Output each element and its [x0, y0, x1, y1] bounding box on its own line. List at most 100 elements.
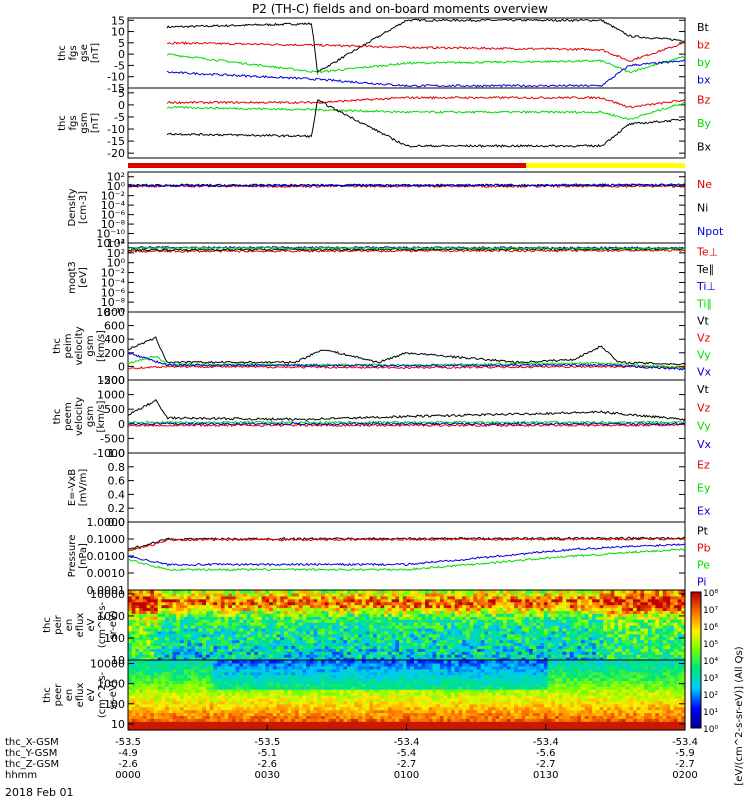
panel-peir: 10000100010010thcpeirenefluxeV(cm^2-s-sr…	[42, 588, 686, 667]
heatmap-cell	[425, 590, 429, 594]
heatmap-cell	[169, 660, 173, 664]
y-axis-label-line: peim	[63, 333, 74, 358]
heatmap-cell	[670, 590, 674, 594]
legend-entry: by	[697, 56, 711, 69]
heatmap-cell	[614, 590, 618, 594]
heatmap-cell	[265, 660, 269, 664]
y-axis-label-line: (cm^2-s-	[97, 601, 108, 648]
heatmap-cell	[217, 660, 221, 664]
heatmap-cell	[243, 660, 247, 664]
y-axis-label-line: thc	[57, 115, 68, 131]
heatmap-cell	[603, 590, 607, 594]
heatmap-cell	[236, 660, 240, 664]
heatmap-cell	[180, 590, 184, 594]
heatmap-cell	[262, 590, 266, 594]
series-Pb	[128, 538, 685, 551]
legend-entry: Npot	[697, 225, 724, 238]
y-tick-label: 0.8	[108, 461, 126, 474]
series-By	[167, 102, 685, 120]
legend-entry: Vt	[697, 383, 710, 396]
heatmap-cell	[518, 590, 522, 594]
heatmap-cell	[239, 590, 243, 594]
heatmap-cell	[470, 590, 474, 594]
series-Vt	[128, 400, 685, 421]
heatmap-cell	[336, 590, 340, 594]
heatmap-cell	[221, 660, 225, 664]
heatmap-cell	[258, 590, 262, 594]
heatmap-cell	[384, 590, 388, 594]
heatmap-cell	[158, 660, 162, 664]
heatmap-cell	[306, 590, 310, 594]
heatmap-cell	[191, 590, 195, 594]
heatmap-cell	[674, 590, 678, 594]
heatmap-cell	[273, 590, 277, 594]
heatmap-cell	[622, 590, 626, 594]
heatmap-cell	[540, 590, 544, 594]
heatmap-cell	[432, 590, 436, 594]
heatmap-cell	[510, 590, 514, 594]
legend-entry: Vt	[697, 315, 710, 328]
y-axis-label-line: sr-eV)	[108, 610, 119, 639]
series-by	[167, 54, 685, 74]
heatmap-cell	[592, 590, 596, 594]
heatmap-cell	[295, 590, 299, 594]
heatmap-cell	[655, 590, 659, 594]
heatmap-cell	[458, 590, 462, 594]
heatmap-cell	[247, 590, 251, 594]
heatmap-cell	[143, 660, 147, 664]
legend-entry: Vy	[697, 349, 711, 362]
page-title: P2 (TH-C) fields and on-board moments ov…	[252, 2, 548, 16]
heatmap-cell	[566, 590, 570, 594]
y-axis-label-line: fgs	[68, 115, 79, 130]
heatmap-cell	[611, 590, 615, 594]
y-tick-label: -20	[107, 147, 125, 160]
heatmap-cell	[310, 590, 314, 594]
heatmap-cell	[154, 590, 158, 594]
y-axis-label: thcpeimvelocitygsm[km/s]	[52, 326, 107, 365]
heatmap-cell	[280, 590, 284, 594]
y-axis-label-line: en	[64, 619, 75, 632]
heatmap-cell	[555, 590, 559, 594]
heatmap-cell	[173, 660, 177, 664]
heatmap-cell	[262, 660, 266, 664]
heatmap-cell	[228, 660, 232, 664]
legend-entry: Ne	[697, 178, 712, 191]
y-tick-label: 600	[104, 320, 125, 333]
legend-entry: Ex	[697, 505, 711, 518]
y-tick-label: 0.1000	[87, 533, 126, 546]
heatmap-cell	[202, 590, 206, 594]
legend-entry: Bx	[697, 140, 712, 153]
heatmap-cell	[291, 590, 295, 594]
heatmap-cell	[325, 590, 329, 594]
heatmap-cell	[187, 590, 191, 594]
heatmap-cell	[640, 590, 644, 594]
heatmap-cell	[332, 590, 336, 594]
heatmap-cell	[161, 660, 165, 664]
heatmap-cell	[232, 660, 236, 664]
heatmap-cell	[291, 660, 295, 664]
heatmap-cell	[288, 660, 292, 664]
y-axis-label-line: [eV]	[78, 267, 89, 288]
heatmap-cell	[648, 590, 652, 594]
heatmap-cell	[295, 660, 299, 664]
legend-entry: Bt	[697, 21, 710, 34]
y-axis-label-line: thc	[52, 338, 63, 354]
y-axis-label: E=-VxB[mV/m]	[67, 469, 89, 507]
y-tick-label: 0.6	[108, 475, 126, 488]
heatmap-cell	[199, 660, 203, 664]
heatmap-cell	[165, 660, 169, 664]
heatmap-cell	[644, 590, 648, 594]
heatmap-cell	[217, 590, 221, 594]
heatmap-cell	[562, 590, 566, 594]
heatmap-cell	[329, 590, 333, 594]
y-axis-label-line: velocity	[74, 326, 85, 365]
heatmap-cell	[366, 590, 370, 594]
heatmap-cell	[143, 590, 147, 594]
legend-entry: Vy	[697, 420, 711, 433]
heatmap-cell	[410, 590, 414, 594]
y-axis-label: thcfgsgse[nT]	[57, 43, 101, 63]
heatmap-cell	[321, 590, 325, 594]
heatmap-cell	[150, 590, 154, 594]
